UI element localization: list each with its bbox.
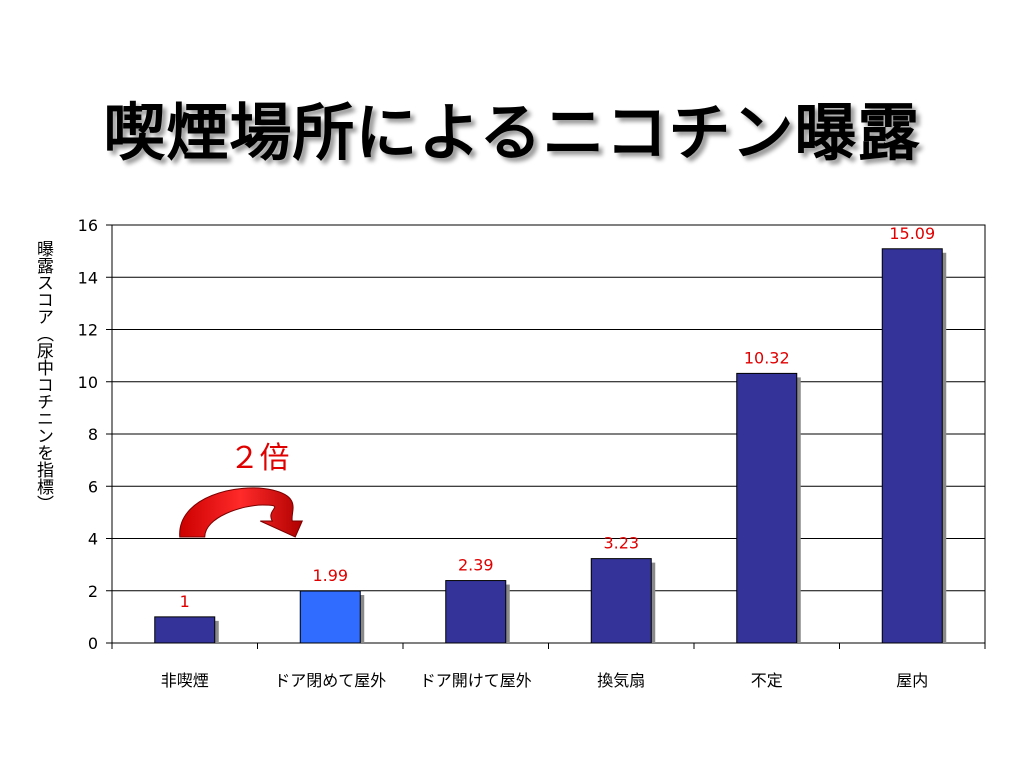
y-axis-label: 曝露スコア（尿中コチニンを指標） <box>33 240 53 512</box>
gridlines <box>112 224 985 592</box>
y-tick-label-6: 6 <box>88 477 98 496</box>
bars <box>154 248 947 644</box>
bar-0 <box>154 616 216 644</box>
category-label-3: 換気扇 <box>597 671 645 690</box>
y-tick-label-16: 16 <box>78 216 98 235</box>
data-label-3: 3.23 <box>603 534 639 553</box>
y-tick-label-12: 12 <box>78 321 98 340</box>
annotation: ２倍 <box>179 441 304 538</box>
labels: 0 2 4 6 8 10 12 14 16 1 非喫煙 1.99 ドア閉めて屋外 2.39 ドア開けて屋外 3… <box>78 216 936 690</box>
category-label-2: ドア開けて屋外 <box>420 671 532 690</box>
slide-title: 喫煙場所によるニコチン曝露 <box>103 96 921 169</box>
data-label-5: 15.09 <box>889 224 935 243</box>
y-tick-label-10: 10 <box>78 373 98 392</box>
bar-5 <box>881 248 943 644</box>
bar-1 <box>299 590 361 644</box>
category-label-1: ドア閉めて屋外 <box>274 671 386 690</box>
category-label-5: 屋内 <box>896 671 928 690</box>
bar-4 <box>736 372 798 644</box>
bar-3 <box>590 558 652 644</box>
data-label-0: 1 <box>180 592 190 611</box>
bar-2 <box>445 580 507 644</box>
data-label-4: 10.32 <box>744 348 790 367</box>
y-tick-label-14: 14 <box>78 268 98 287</box>
y-tick-label-0: 0 <box>88 634 98 653</box>
category-label-4: 不定 <box>751 671 783 690</box>
data-label-1: 1.99 <box>312 566 348 585</box>
category-label-0: 非喫煙 <box>161 671 209 690</box>
annotation-label: ２倍 <box>230 441 290 476</box>
axes <box>106 224 986 649</box>
curved-arrow-icon <box>179 487 304 538</box>
y-tick-label-8: 8 <box>88 425 98 444</box>
y-tick-label-4: 4 <box>88 530 98 549</box>
y-tick-label-2: 2 <box>88 582 98 601</box>
data-label-2: 2.39 <box>458 556 494 575</box>
